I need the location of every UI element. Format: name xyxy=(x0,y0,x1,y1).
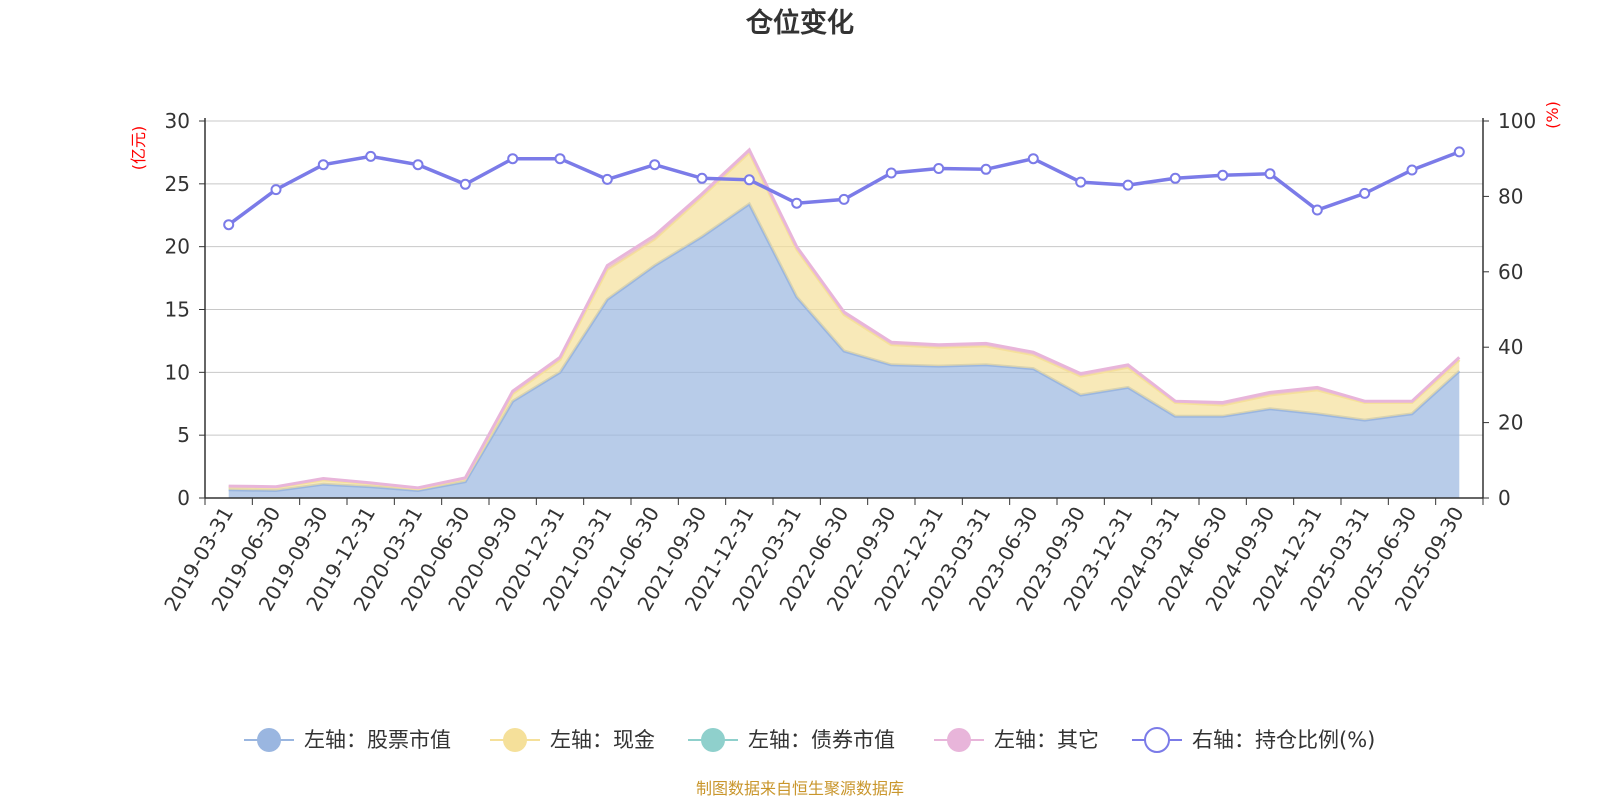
ratio-point[interactable] xyxy=(743,174,755,186)
ratio-point[interactable] xyxy=(791,197,803,209)
right-axis-tick-label: 40 xyxy=(1498,335,1523,359)
left-axis-tick-label: 15 xyxy=(165,298,190,322)
legend-label: 左轴：其它 xyxy=(994,728,1099,752)
legend-label: 右轴：持仓比例(%) xyxy=(1192,728,1375,752)
ratio-point[interactable] xyxy=(1359,187,1371,199)
left-axis-unit: (亿元) xyxy=(129,126,148,171)
chart-title: 仓位变化 xyxy=(745,7,854,39)
left-axis-tick-label: 10 xyxy=(165,360,190,384)
ratio-point[interactable] xyxy=(270,184,282,196)
ratio-point[interactable] xyxy=(1027,153,1039,165)
ratio-point[interactable] xyxy=(365,150,377,162)
ratio-line-series xyxy=(223,146,1465,231)
ratio-point[interactable] xyxy=(1075,176,1087,188)
ratio-point[interactable] xyxy=(1264,168,1276,180)
stacked-areas xyxy=(228,147,1461,498)
legend-marker xyxy=(257,728,281,752)
right-axis-tick-label: 20 xyxy=(1498,411,1523,435)
right-axis-tick-label: 80 xyxy=(1498,184,1523,208)
ratio-point[interactable] xyxy=(1406,164,1418,176)
ratio-point[interactable] xyxy=(554,153,566,165)
legend[interactable]: 左轴：股票市值 左轴：现金 左轴：债券市值 左轴：其它 右轴：持仓比例(%) xyxy=(244,727,1375,753)
ratio-point[interactable] xyxy=(1169,172,1181,184)
legend-item[interactable]: 左轴：现金 xyxy=(490,728,655,752)
legend-label: 左轴：股票市值 xyxy=(304,728,451,752)
ratio-point[interactable] xyxy=(649,159,661,171)
legend-marker xyxy=(947,728,971,752)
legend-item[interactable]: 左轴：其它 xyxy=(934,728,1099,752)
right-axis-unit: (%) xyxy=(1543,101,1562,129)
ratio-point[interactable] xyxy=(696,172,708,184)
ratio-point[interactable] xyxy=(223,219,235,231)
ratio-point[interactable] xyxy=(1311,204,1323,216)
ratio-point[interactable] xyxy=(1122,179,1134,191)
ratio-point[interactable] xyxy=(933,163,945,174)
ratio-point[interactable] xyxy=(507,153,519,165)
legend-label: 左轴：债券市值 xyxy=(748,728,895,752)
area-series xyxy=(228,203,1460,498)
ratio-point[interactable] xyxy=(459,178,471,190)
legend-marker xyxy=(503,728,527,752)
ratio-point[interactable] xyxy=(838,193,850,205)
legend-item[interactable]: 左轴：股票市值 xyxy=(244,728,451,752)
left-axis-tick-label: 30 xyxy=(165,109,190,133)
ratio-point[interactable] xyxy=(885,167,897,179)
right-axis-tick-label: 60 xyxy=(1498,260,1523,284)
source-note: 制图数据来自恒生聚源数据库 xyxy=(696,779,904,798)
left-axis-tick-label: 20 xyxy=(165,235,190,259)
legend-label: 左轴：现金 xyxy=(550,728,655,752)
ratio-point[interactable] xyxy=(317,159,329,171)
right-axis-tick-label: 100 xyxy=(1498,109,1536,133)
ratio-point[interactable] xyxy=(1453,146,1465,158)
left-axis-tick-label: 5 xyxy=(177,423,190,447)
legend-item[interactable]: 左轴：债券市值 xyxy=(688,728,895,752)
ratio-point[interactable] xyxy=(1217,169,1229,181)
ratio-point[interactable] xyxy=(412,159,424,171)
right-axis-tick-label: 0 xyxy=(1498,486,1511,510)
ratio-point[interactable] xyxy=(980,163,992,175)
left-axis-tick-label: 25 xyxy=(165,172,190,196)
ratio-point[interactable] xyxy=(601,173,613,185)
legend-item[interactable]: 右轴：持仓比例(%) xyxy=(1132,727,1375,753)
area-series xyxy=(228,152,1460,491)
area-series-edge xyxy=(228,147,1461,490)
legend-marker xyxy=(701,728,725,752)
left-axis-tick-label: 0 xyxy=(177,486,190,510)
legend-marker xyxy=(1144,727,1170,753)
